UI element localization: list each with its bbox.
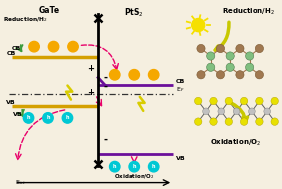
Text: CB: CB [176, 79, 185, 84]
Ellipse shape [197, 44, 205, 53]
Text: +: + [88, 64, 94, 73]
Text: VB: VB [12, 112, 22, 117]
Text: h: h [152, 164, 155, 169]
Ellipse shape [226, 52, 234, 60]
Text: Reduction/H$_2$: Reduction/H$_2$ [222, 6, 275, 16]
Text: +: + [88, 88, 94, 97]
Ellipse shape [195, 118, 202, 125]
Ellipse shape [240, 118, 248, 125]
Text: CB: CB [6, 51, 16, 56]
Ellipse shape [192, 19, 205, 32]
Text: -: - [103, 134, 107, 144]
Ellipse shape [240, 97, 248, 105]
Ellipse shape [248, 108, 255, 115]
Ellipse shape [225, 118, 233, 125]
Ellipse shape [148, 161, 159, 172]
Ellipse shape [109, 70, 120, 80]
Ellipse shape [246, 63, 254, 71]
Ellipse shape [271, 118, 278, 125]
Ellipse shape [29, 41, 39, 52]
Text: E$_{int}$: E$_{int}$ [15, 178, 27, 187]
Text: CB: CB [11, 46, 21, 51]
Ellipse shape [148, 70, 159, 80]
Ellipse shape [236, 71, 244, 79]
Text: -: - [103, 73, 107, 83]
Ellipse shape [225, 97, 233, 105]
Text: VB: VB [6, 100, 16, 105]
Ellipse shape [109, 161, 120, 172]
Ellipse shape [207, 63, 215, 71]
Text: h: h [46, 115, 50, 120]
Ellipse shape [23, 113, 34, 123]
Ellipse shape [207, 52, 215, 60]
Ellipse shape [129, 70, 139, 80]
Text: h: h [133, 164, 136, 169]
Text: PtS$_2$: PtS$_2$ [124, 6, 144, 19]
Text: h: h [27, 115, 30, 120]
Ellipse shape [197, 71, 205, 79]
Ellipse shape [226, 63, 234, 71]
Ellipse shape [43, 113, 53, 123]
Ellipse shape [246, 52, 254, 60]
Text: h: h [113, 164, 116, 169]
Ellipse shape [233, 108, 240, 115]
Text: VB: VB [176, 156, 186, 161]
Ellipse shape [210, 118, 217, 125]
Ellipse shape [48, 41, 59, 52]
Text: GaTe: GaTe [39, 6, 60, 15]
Ellipse shape [255, 71, 263, 79]
Ellipse shape [129, 161, 139, 172]
Text: E$_F$: E$_F$ [176, 85, 184, 94]
Text: Oxidation/O$_2$: Oxidation/O$_2$ [114, 172, 155, 181]
Ellipse shape [216, 44, 224, 53]
Ellipse shape [264, 108, 270, 115]
Ellipse shape [216, 71, 224, 79]
Ellipse shape [62, 113, 73, 123]
Ellipse shape [256, 118, 263, 125]
Ellipse shape [271, 97, 278, 105]
Ellipse shape [68, 41, 78, 52]
Ellipse shape [195, 97, 202, 105]
Ellipse shape [203, 108, 209, 115]
Ellipse shape [236, 44, 244, 53]
Text: h: h [66, 115, 69, 120]
Text: -: - [103, 82, 107, 92]
Text: Reduction/H$_2$: Reduction/H$_2$ [3, 16, 48, 25]
Ellipse shape [256, 97, 263, 105]
Ellipse shape [218, 108, 225, 115]
Ellipse shape [210, 97, 217, 105]
Text: Oxidation/O$_2$: Oxidation/O$_2$ [210, 138, 261, 148]
Ellipse shape [255, 44, 263, 53]
